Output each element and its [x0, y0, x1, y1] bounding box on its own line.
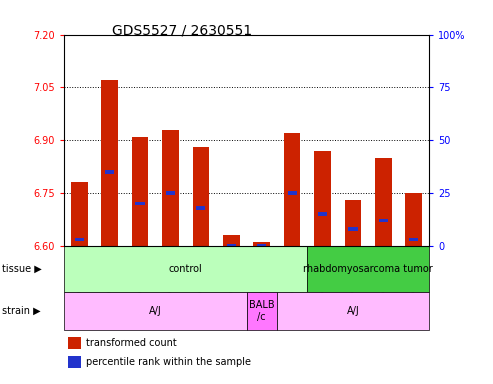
Bar	[75, 238, 84, 241]
Text: A/J: A/J	[149, 306, 162, 316]
Bar	[132, 137, 148, 246]
Bar	[314, 151, 331, 246]
Bar	[349, 227, 357, 231]
Bar	[287, 191, 297, 195]
Text: tissue ▶: tissue ▶	[2, 264, 42, 274]
Bar	[64, 292, 246, 330]
Bar	[223, 235, 240, 246]
Text: BALB
/c: BALB /c	[249, 300, 275, 322]
Bar	[307, 246, 429, 292]
Text: percentile rank within the sample: percentile rank within the sample	[86, 357, 251, 367]
Bar	[227, 244, 236, 248]
Bar	[257, 244, 266, 248]
Text: control: control	[169, 264, 203, 274]
Bar	[68, 356, 80, 368]
Text: rhabdomyosarcoma tumor: rhabdomyosarcoma tumor	[303, 264, 433, 274]
Bar	[68, 336, 80, 349]
Bar	[64, 246, 307, 292]
Bar	[253, 242, 270, 246]
Bar	[162, 129, 179, 246]
Bar	[318, 212, 327, 216]
Bar	[71, 182, 88, 246]
Bar	[375, 158, 391, 246]
Bar	[105, 170, 114, 174]
Text: GDS5527 / 2630551: GDS5527 / 2630551	[112, 23, 252, 37]
Bar	[284, 133, 300, 246]
Bar	[405, 193, 422, 246]
Text: A/J: A/J	[347, 306, 359, 316]
Text: strain ▶: strain ▶	[2, 306, 41, 316]
Text: transformed count: transformed count	[86, 338, 176, 348]
Bar	[246, 292, 277, 330]
Bar	[196, 206, 206, 210]
Bar	[166, 191, 175, 195]
Bar	[345, 200, 361, 246]
Bar	[193, 147, 209, 246]
Bar	[136, 202, 144, 205]
Bar	[277, 292, 429, 330]
Bar	[409, 238, 418, 241]
Bar	[102, 80, 118, 246]
Bar	[379, 218, 388, 222]
